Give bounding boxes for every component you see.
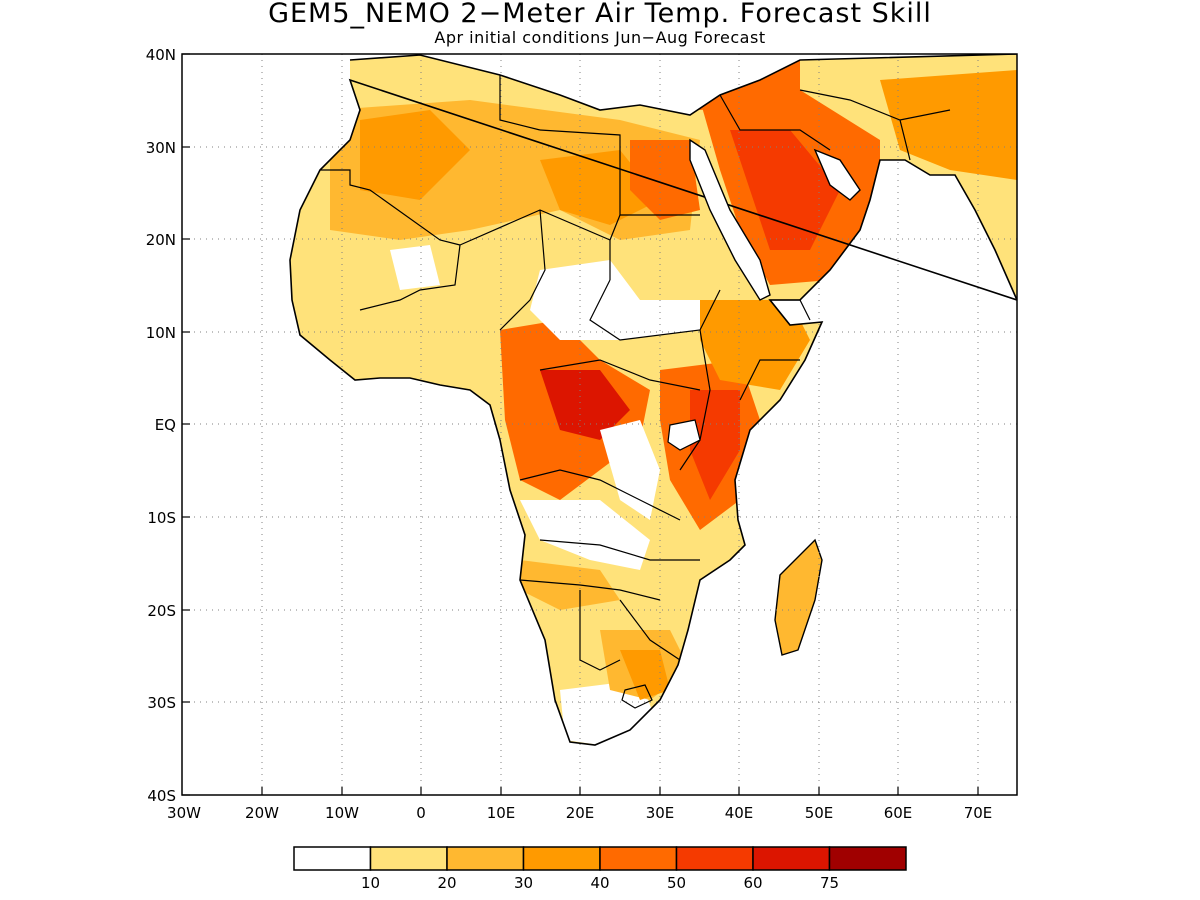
lon-tick-label: 10E — [487, 804, 516, 822]
color-legend: 10 20 30 40 50 60 75 — [293, 846, 907, 892]
legend-swatch — [599, 846, 678, 871]
legend-label: 10 — [361, 874, 380, 892]
legend-label: 40 — [590, 874, 609, 892]
lat-tick-label: 30S — [147, 694, 176, 712]
lon-tick-label: 20W — [245, 804, 279, 822]
lat-tick-label: 10N — [146, 324, 176, 342]
lon-tick-label: 40E — [725, 804, 754, 822]
legend-swatch — [752, 846, 831, 871]
legend-label: 75 — [820, 874, 839, 892]
lon-tick-label: 30W — [167, 804, 201, 822]
map-subtitle: Apr initial conditions Jun−Aug Forecast — [434, 28, 766, 47]
axis-ticks — [182, 53, 979, 796]
lat-tick-label: 10S — [147, 509, 176, 527]
legend-label: 20 — [437, 874, 456, 892]
lesotho-outline — [621, 684, 653, 709]
lon-tick-label: 70E — [964, 804, 993, 822]
legend-label: 60 — [743, 874, 762, 892]
persian-gulf — [813, 148, 861, 201]
legend-swatch — [446, 846, 525, 871]
lon-tick-label: 0 — [416, 804, 426, 822]
lon-tick-label: 10W — [325, 804, 359, 822]
africa-coastline — [289, 54, 1017, 746]
lon-tick-label: 50E — [805, 804, 834, 822]
legend-label: 50 — [667, 874, 686, 892]
country-borders — [320, 75, 951, 671]
lat-tick-label: 40N — [146, 46, 176, 64]
lat-tick-label: 30N — [146, 139, 176, 157]
lat-tick-label: 20N — [146, 231, 176, 249]
lat-tick-label: EQ — [155, 416, 176, 434]
map-title: GEM5_NEMO 2−Meter Air Temp. Forecast Ski… — [268, 0, 932, 29]
lake-victoria — [667, 419, 701, 451]
lat-tick-label: 40S — [147, 787, 176, 805]
lat-tick-label: 20S — [147, 602, 176, 620]
legend-label: 30 — [514, 874, 533, 892]
lon-tick-label: 20E — [566, 804, 595, 822]
legend-swatch — [828, 846, 907, 871]
legend-swatch — [522, 846, 601, 871]
red-sea — [689, 138, 771, 301]
legend-swatch — [293, 846, 372, 871]
lon-tick-label: 30E — [646, 804, 675, 822]
latitude-labels: 40N 30N 20N 10N EQ 10S 20S 30S 40S — [146, 46, 176, 805]
legend-swatch — [369, 846, 448, 871]
legend-swatch — [675, 846, 754, 871]
longitude-labels: 30W 20W 10W 0 10E 20E 30E 40E 50E 60E 70… — [167, 804, 992, 822]
lon-tick-label: 60E — [884, 804, 913, 822]
